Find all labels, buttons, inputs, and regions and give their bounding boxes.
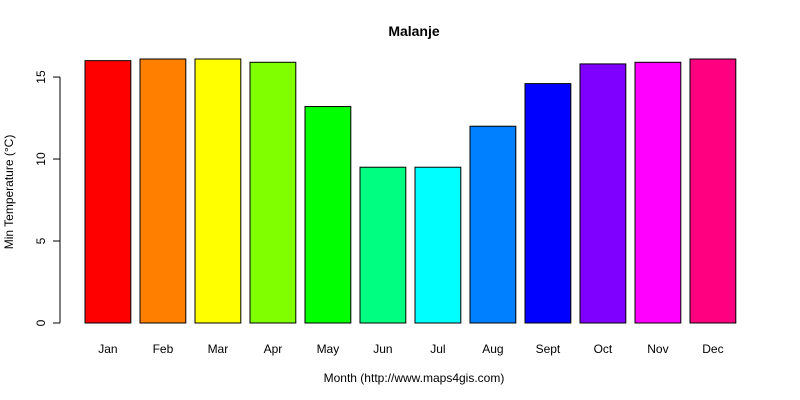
x-tick-label: Nov	[647, 342, 668, 356]
bar-mar	[194, 58, 242, 324]
bar-aug	[469, 125, 517, 324]
x-tick-label: Feb	[153, 342, 174, 356]
bars-group	[84, 58, 737, 324]
y-tick-label: 5	[34, 237, 48, 244]
bar-nov	[634, 61, 682, 324]
bar-dec	[689, 58, 737, 324]
x-tick-label: Jul	[430, 342, 445, 356]
x-tick-labels: Jan Feb Mar Apr May Jun Jul Aug Sept Oct Nov Dec	[98, 342, 723, 356]
x-tick-label: Sept	[536, 342, 561, 356]
x-tick-label: Dec	[702, 342, 723, 356]
y-axis: 0 5 10 15	[34, 70, 61, 326]
y-tick-label: 0	[34, 319, 48, 326]
x-tick-label: Jun	[373, 342, 392, 356]
x-tick-label: Aug	[482, 342, 503, 356]
bar-oct	[579, 63, 627, 324]
y-tick-label: 15	[34, 70, 48, 84]
x-tick-label: May	[317, 342, 340, 356]
x-axis-label: Month (http://www.maps4gis.com)	[324, 371, 505, 385]
bar-jan	[84, 60, 132, 324]
bar-sept	[524, 83, 572, 324]
chart-title: Malanje	[388, 23, 440, 39]
bar-may	[304, 106, 352, 324]
x-tick-label: Mar	[208, 342, 229, 356]
bar-jun	[359, 166, 407, 324]
bar-apr	[249, 61, 297, 324]
x-tick-label: Jan	[98, 342, 117, 356]
y-axis-label: Min Temperature (°C)	[2, 135, 16, 250]
bar-jul	[414, 166, 462, 324]
bar-feb	[139, 58, 187, 324]
x-tick-label: Apr	[264, 342, 283, 356]
y-tick-label: 10	[34, 152, 48, 166]
x-tick-label: Oct	[594, 342, 613, 356]
